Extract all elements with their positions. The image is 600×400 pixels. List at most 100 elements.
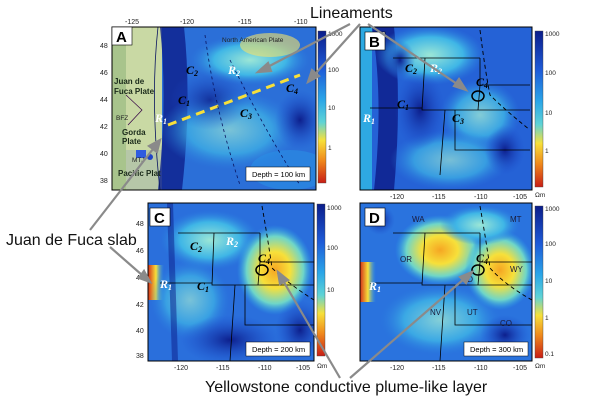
annotations: Lineaments Juan de Fuca slab Yellowstone… xyxy=(6,5,488,396)
region-c4: C4 xyxy=(476,75,488,90)
panel-d-colorbar xyxy=(534,205,544,359)
cb-b-unit: Ωm xyxy=(535,192,545,199)
cb-c-tick: 10 xyxy=(327,287,335,294)
state-label: CO xyxy=(500,319,512,328)
region-c3: C3 xyxy=(452,111,464,126)
cb-b-tick: 1 xyxy=(545,148,549,155)
plate-label: Pacific Plat xyxy=(118,169,161,178)
tick-label: 42 xyxy=(100,124,108,131)
tick-label: 40 xyxy=(136,328,144,335)
tick-label: -115 xyxy=(238,19,252,26)
region-c1: C1 xyxy=(178,93,190,108)
state-label: NV xyxy=(430,308,442,317)
tick-label: -110 xyxy=(474,194,488,201)
tick-label: -105 xyxy=(513,365,527,372)
panel-d: D 1000 100 10 1 0.1 Ωm -120 -115 -110 -1… xyxy=(359,202,560,372)
state-label: OR xyxy=(400,255,412,264)
tick-label: 46 xyxy=(136,248,144,255)
arrow xyxy=(367,23,467,91)
tick-label: 46 xyxy=(100,70,108,77)
tick-label: -105 xyxy=(513,194,527,201)
region-c2: C2 xyxy=(405,61,417,76)
callout-plume: Yellowstone conductive plume-like layer xyxy=(205,379,488,396)
state-label: MT xyxy=(510,215,522,224)
panel-a-colorbar xyxy=(317,30,327,184)
region-c2: C2 xyxy=(186,63,198,78)
arrow xyxy=(277,271,341,379)
arrowhead xyxy=(458,269,475,285)
cb-a-tick: 1 xyxy=(328,145,332,152)
region-c4: C4 xyxy=(258,251,270,266)
cb-c-tick: 100 xyxy=(327,245,338,252)
panel-d-letter-box xyxy=(364,207,386,227)
tick-label: -105 xyxy=(296,365,310,372)
plate-label: Gorda xyxy=(122,128,146,137)
panel-b-letter: B xyxy=(369,34,380,51)
panel-c-colorbar xyxy=(316,203,326,357)
region-r1: R1 xyxy=(159,277,172,292)
cb-a-tick: 100 xyxy=(328,67,339,74)
cb-b-tick: 10 xyxy=(545,110,553,117)
region-c2: C2 xyxy=(190,239,202,254)
arrow xyxy=(89,139,161,231)
region-r1: R1 xyxy=(362,111,375,126)
tick-label: -120 xyxy=(390,365,404,372)
state-label: UT xyxy=(467,308,478,317)
arrow xyxy=(349,271,473,379)
callout-slab: Juan de Fuca slab xyxy=(6,232,137,249)
arrowhead xyxy=(146,137,162,154)
tick-label: 48 xyxy=(136,221,144,228)
tick-label: 42 xyxy=(136,302,144,309)
arrow xyxy=(257,23,351,73)
cb-c-tick: 1000 xyxy=(327,205,342,212)
panel-c-depth-box xyxy=(245,341,311,357)
panel-d-letter: D xyxy=(369,210,380,227)
plate-label: MTJ xyxy=(132,157,145,164)
state-label: WY xyxy=(510,265,524,274)
tick-label: -120 xyxy=(180,19,194,26)
panel-a-depth: Depth = 100 km xyxy=(252,170,305,179)
cb-a-tick: 1000 xyxy=(328,31,343,38)
panel-c: C 1000 100 10 Ωm 48 46 44 42 40 38 -120 … xyxy=(136,202,342,372)
tick-label: 48 xyxy=(100,43,108,50)
region-c3: C3 xyxy=(240,106,252,121)
cb-d-tick: 100 xyxy=(545,241,556,248)
plate-label: BFZ xyxy=(116,115,128,122)
region-r2: R2 xyxy=(225,234,238,249)
state-label: WA xyxy=(412,215,425,224)
region-c4: C4 xyxy=(286,81,298,96)
annotation-arrows xyxy=(89,23,475,379)
arrow xyxy=(307,23,361,83)
cb-a-tick: 10 xyxy=(328,105,336,112)
cb-d-tick: 1 xyxy=(545,315,549,322)
tick-label: 40 xyxy=(100,151,108,158)
arrowhead xyxy=(452,77,469,93)
cb-b-tick: 100 xyxy=(545,70,556,77)
panel-c-letter-box xyxy=(149,207,171,227)
region-c4: C4 xyxy=(476,251,488,266)
tick-label: -115 xyxy=(432,365,446,372)
panel-a-depth-box xyxy=(245,166,311,182)
panel-b-letter-box xyxy=(364,31,386,51)
arrowhead xyxy=(137,268,153,285)
panel-a: A 1000 100 10 1 -125 -120 -115 -110 48 4… xyxy=(100,19,343,191)
tick-label: -115 xyxy=(216,365,230,372)
panel-a-letter-box xyxy=(111,26,133,46)
tick-label: -110 xyxy=(294,19,308,26)
panel-a-letter: A xyxy=(116,29,127,46)
tick-label: -125 xyxy=(125,19,139,26)
cb-d-unit: Ωm xyxy=(535,363,545,370)
panel-b: B 1000 100 10 1 Ωm -120 -115 -110 -105 R… xyxy=(359,26,560,201)
cb-d-tick: 1000 xyxy=(545,206,560,213)
panel-b-colorbar xyxy=(534,30,544,188)
panel-c-letter: C xyxy=(154,210,165,227)
plate-label: Plate xyxy=(122,137,142,146)
arrowhead xyxy=(276,269,291,286)
plate-label: North American Plate xyxy=(222,37,284,44)
region-c1: C1 xyxy=(197,279,209,294)
tick-label: 44 xyxy=(100,97,108,104)
arrowhead xyxy=(254,61,273,74)
panel-d-depth: Depth = 300 km xyxy=(470,345,523,354)
arrowhead xyxy=(306,68,321,85)
